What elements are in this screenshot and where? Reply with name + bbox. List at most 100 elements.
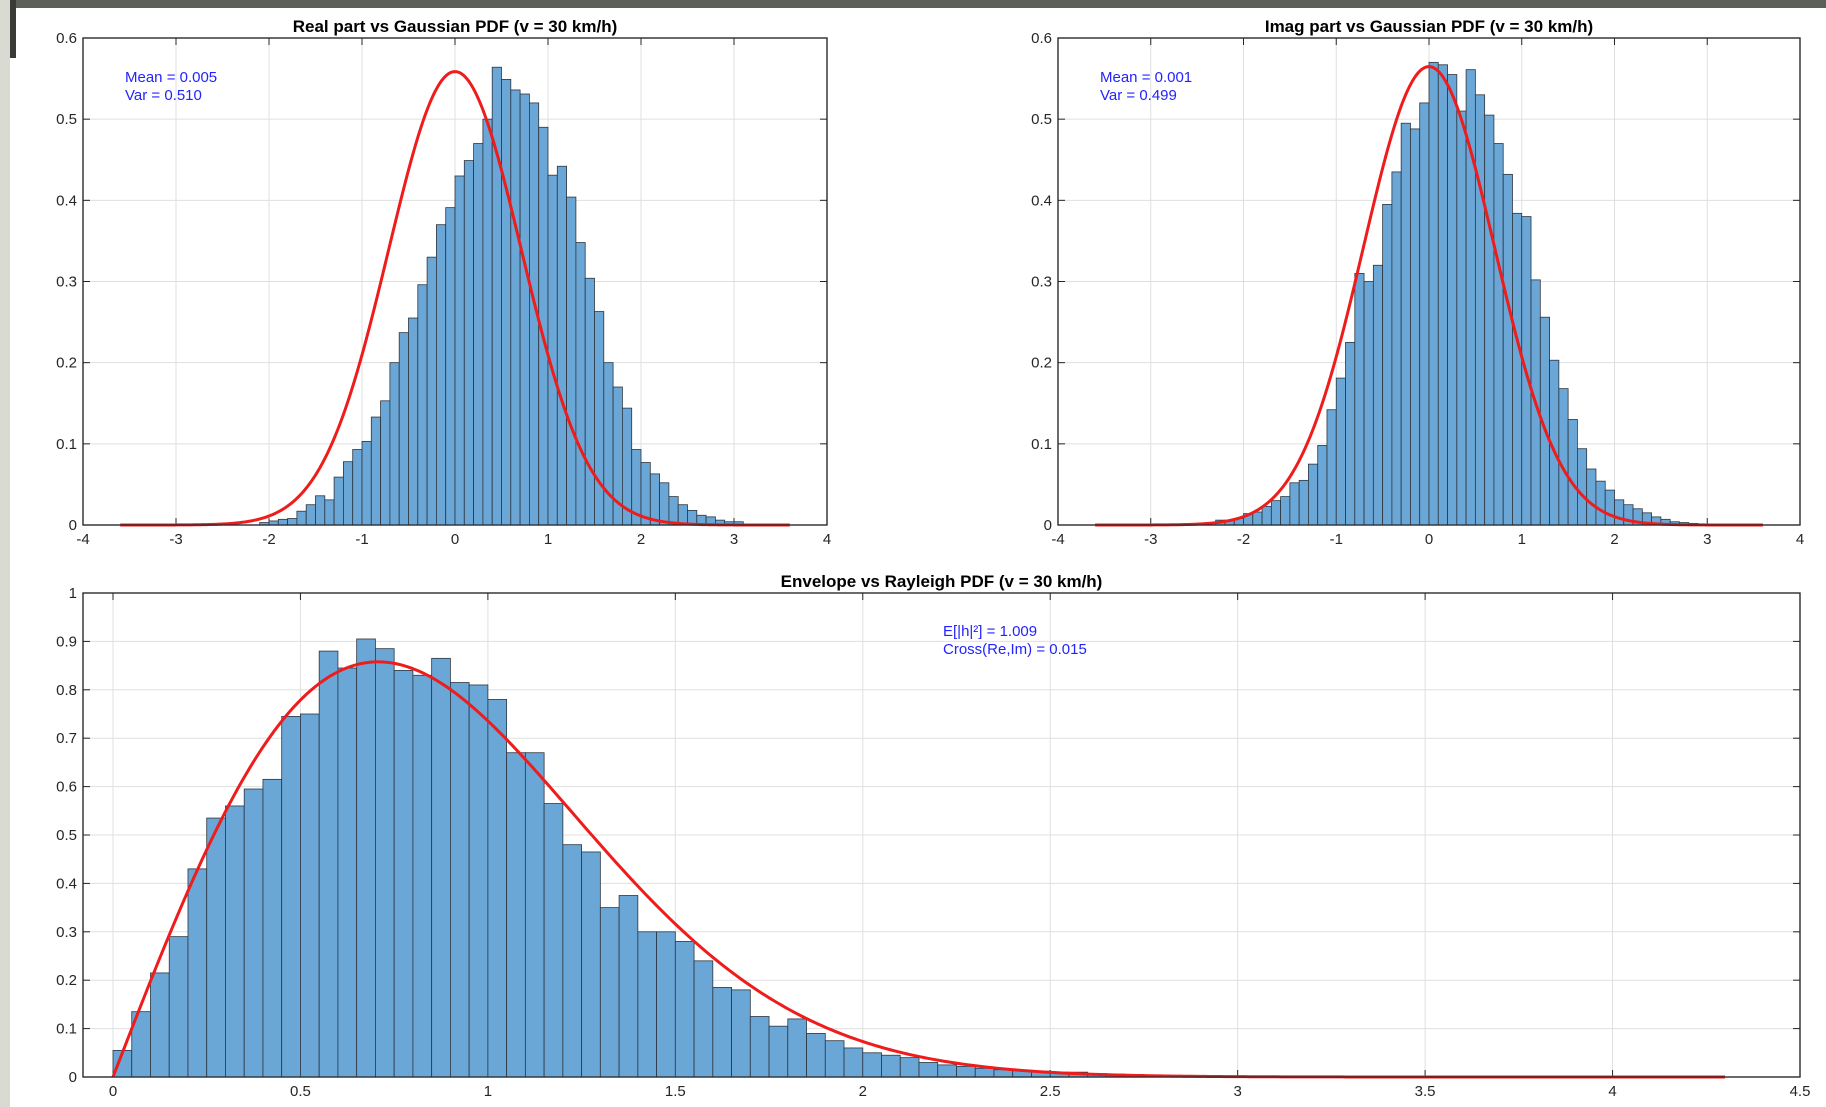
y-tick-label: 0.3 bbox=[56, 924, 77, 941]
histogram-bar bbox=[1261, 505, 1272, 526]
histogram-bar bbox=[324, 499, 335, 526]
histogram-bar bbox=[206, 817, 226, 1078]
histogram-bar bbox=[668, 496, 679, 526]
histogram-bar bbox=[693, 960, 714, 1078]
histogram-bar bbox=[1391, 171, 1402, 526]
histogram-bar bbox=[296, 510, 307, 526]
histogram-bar bbox=[187, 868, 208, 1078]
histogram-bar bbox=[918, 1062, 939, 1078]
x-tick-label: -3 bbox=[1144, 531, 1157, 548]
histogram-bar bbox=[556, 165, 567, 526]
histogram-bar bbox=[389, 362, 400, 526]
histogram-bar bbox=[1428, 61, 1439, 526]
histogram-bar bbox=[150, 972, 170, 1078]
x-tick-label: 4.5 bbox=[1790, 1083, 1811, 1100]
x-tick-label: 0 bbox=[1425, 531, 1433, 548]
histogram-bar bbox=[393, 670, 414, 1078]
stat-annotation: Cross(Re,Im) = 0.015 bbox=[943, 641, 1087, 658]
histogram-bar bbox=[268, 520, 279, 526]
histogram-bar bbox=[417, 284, 428, 526]
histogram-bar bbox=[482, 118, 493, 526]
imag-part-panel: -4 -3 -2 -1 0 1 2 3 4 0 0.1 0.2 0.3 0.4 0.5 0.6 Imag par… bbox=[1031, 17, 1804, 548]
y-tick-label: 0.8 bbox=[56, 682, 77, 699]
stat-annotation: Var = 0.510 bbox=[125, 87, 202, 104]
histogram-bar bbox=[287, 518, 298, 526]
histogram-bar bbox=[519, 93, 530, 526]
y-tick-label: 0.4 bbox=[1031, 192, 1052, 209]
histogram-bar bbox=[243, 788, 264, 1078]
histogram-bar bbox=[1456, 110, 1467, 526]
histogram-bar bbox=[1604, 489, 1615, 526]
x-tick-label: -4 bbox=[1051, 531, 1064, 548]
histogram-bar bbox=[435, 224, 447, 526]
histogram-bar bbox=[806, 1033, 826, 1078]
x-tick-label: 3 bbox=[1703, 531, 1711, 548]
x-tick-label: -2 bbox=[1237, 531, 1250, 548]
x-tick-label: 2 bbox=[859, 1083, 867, 1100]
x-tick-label: -3 bbox=[169, 531, 182, 548]
y-tick-label: 0 bbox=[69, 1069, 77, 1086]
histogram-bar bbox=[584, 277, 595, 526]
histogram-bar bbox=[603, 362, 614, 526]
histogram-bar bbox=[787, 1018, 807, 1078]
histogram-bar bbox=[562, 844, 583, 1078]
y-tick-label: 0.6 bbox=[56, 30, 77, 47]
histogram-bar bbox=[594, 311, 605, 526]
histogram-bar bbox=[1586, 468, 1597, 526]
histogram-bar bbox=[1363, 281, 1374, 526]
y-tick-label: 0.4 bbox=[56, 875, 77, 892]
histogram-bar bbox=[659, 482, 670, 526]
y-tick-label: 0.5 bbox=[56, 827, 77, 844]
pdf-curve bbox=[120, 70, 790, 527]
histogram-bar bbox=[510, 89, 521, 526]
axes-frame bbox=[1057, 37, 1801, 526]
histogram-bar bbox=[454, 175, 465, 526]
y-tick-label: 0.1 bbox=[1031, 436, 1052, 453]
histogram-bar bbox=[305, 504, 316, 526]
axes-frame bbox=[82, 592, 1801, 1078]
y-tick-label: 0.2 bbox=[56, 972, 77, 989]
y-tick-label: 0 bbox=[1044, 517, 1052, 534]
histogram-bar bbox=[749, 1016, 770, 1078]
histogram-bar bbox=[501, 78, 512, 526]
y-tick-label: 1 bbox=[69, 585, 77, 602]
chart-title: Envelope vs Rayleigh PDF (v = 30 km/h) bbox=[781, 572, 1103, 591]
histogram-bar bbox=[491, 66, 502, 526]
x-tick-label: 2.5 bbox=[1040, 1083, 1061, 1100]
y-tick-label: 0.2 bbox=[1031, 355, 1052, 372]
histogram-bar bbox=[300, 713, 320, 1078]
histogram-bar bbox=[547, 174, 558, 526]
histogram-bar bbox=[281, 716, 301, 1078]
histogram-bar bbox=[524, 752, 545, 1078]
histogram-bar bbox=[1502, 173, 1513, 526]
histogram-bar bbox=[1447, 74, 1458, 526]
x-tick-label: 1.5 bbox=[665, 1083, 686, 1100]
histogram-bar bbox=[398, 332, 409, 526]
histogram-bar bbox=[656, 931, 676, 1078]
histogram-bar bbox=[1308, 463, 1319, 526]
histogram-bar bbox=[1317, 445, 1328, 526]
histogram-bar bbox=[768, 1025, 789, 1078]
histogram-bar bbox=[1326, 409, 1337, 526]
histogram-bar bbox=[1354, 272, 1365, 526]
histogram-bar bbox=[974, 1067, 995, 1078]
y-tick-label: 0.3 bbox=[1031, 274, 1052, 291]
x-tick-label: 3.5 bbox=[1415, 1083, 1436, 1100]
x-tick-label: 3 bbox=[730, 531, 738, 548]
x-tick-label: -1 bbox=[355, 531, 368, 548]
x-tick-label: 0.5 bbox=[290, 1083, 311, 1100]
x-tick-label: 1 bbox=[544, 531, 552, 548]
y-tick-label: 0.1 bbox=[56, 1021, 77, 1038]
histogram-bar bbox=[1298, 479, 1309, 526]
histogram-bar bbox=[956, 1065, 976, 1078]
histogram-bar bbox=[168, 936, 189, 1078]
histogram-bar bbox=[937, 1064, 957, 1078]
stat-annotation: Var = 0.499 bbox=[1100, 87, 1177, 104]
y-tick-label: 0.7 bbox=[56, 730, 77, 747]
histogram-bar bbox=[370, 416, 381, 526]
pdf-curve bbox=[1095, 65, 1763, 527]
histogram-bar bbox=[677, 504, 688, 526]
x-tick-label: 3 bbox=[1233, 1083, 1241, 1100]
histogram-bar bbox=[731, 989, 751, 1078]
chart-title: Imag part vs Gaussian PDF (v = 30 km/h) bbox=[1265, 17, 1593, 36]
